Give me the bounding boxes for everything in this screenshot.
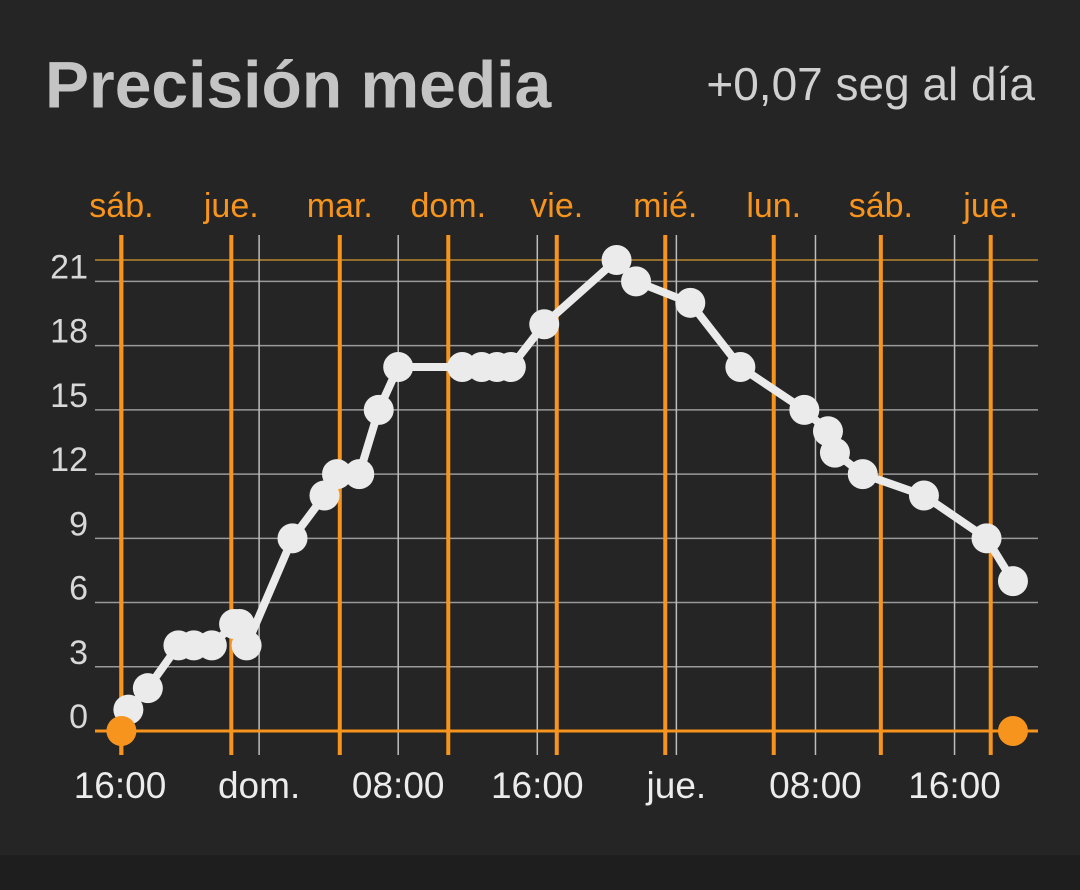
y-tick-label: 18 xyxy=(50,313,88,351)
end-marker xyxy=(997,716,1028,746)
x-tick-label: 08:00 xyxy=(769,765,862,806)
point xyxy=(971,523,1002,554)
x2-tick-label: jue. xyxy=(203,187,259,225)
y-tick-label: 15 xyxy=(50,377,88,415)
point xyxy=(908,480,939,511)
x2-tick-label: mar. xyxy=(307,187,373,225)
y-tick-label: 12 xyxy=(50,441,88,479)
x-tick-label: 16:00 xyxy=(908,765,1001,806)
point xyxy=(997,566,1028,597)
point xyxy=(601,245,632,275)
x2-tick-label: dom. xyxy=(410,187,486,225)
point xyxy=(725,352,756,383)
point xyxy=(789,394,820,425)
y-tick-label: 3 xyxy=(69,634,88,672)
y-tick-label: 0 xyxy=(69,698,88,736)
card xyxy=(0,0,1080,855)
y-tick-label: 9 xyxy=(69,505,88,543)
point xyxy=(529,309,560,340)
x2-tick-label: lun. xyxy=(746,187,801,225)
y-tick-label: 6 xyxy=(69,570,88,608)
x2-tick-label: sáb. xyxy=(89,187,153,225)
point xyxy=(621,266,652,297)
y-tick-label: 21 xyxy=(50,248,88,286)
point xyxy=(363,394,394,425)
point xyxy=(277,523,308,554)
point xyxy=(819,437,850,468)
x2-tick-label: vie. xyxy=(530,187,583,225)
chart-title: Precisión media xyxy=(45,47,553,121)
point xyxy=(196,630,227,661)
point xyxy=(231,630,262,661)
x2-tick-label: jue. xyxy=(962,187,1018,225)
point xyxy=(322,459,353,490)
x-tick-label: 16:00 xyxy=(491,765,584,806)
x-tick-label: 08:00 xyxy=(352,765,445,806)
x2-tick-label: mié. xyxy=(633,187,697,225)
point xyxy=(495,352,526,383)
x2-tick-label: sáb. xyxy=(849,187,913,225)
point xyxy=(847,459,878,490)
x-tick-label: jue. xyxy=(646,765,707,806)
point xyxy=(132,673,163,704)
point xyxy=(675,287,706,318)
bottom-strip xyxy=(0,855,1080,890)
end-marker xyxy=(106,716,137,746)
x-tick-label: dom. xyxy=(218,765,300,806)
x-tick-label: 16:00 xyxy=(74,765,167,806)
point xyxy=(344,459,375,490)
chart-subtitle: +0,07 seg al día xyxy=(706,58,1035,110)
point xyxy=(383,352,414,383)
